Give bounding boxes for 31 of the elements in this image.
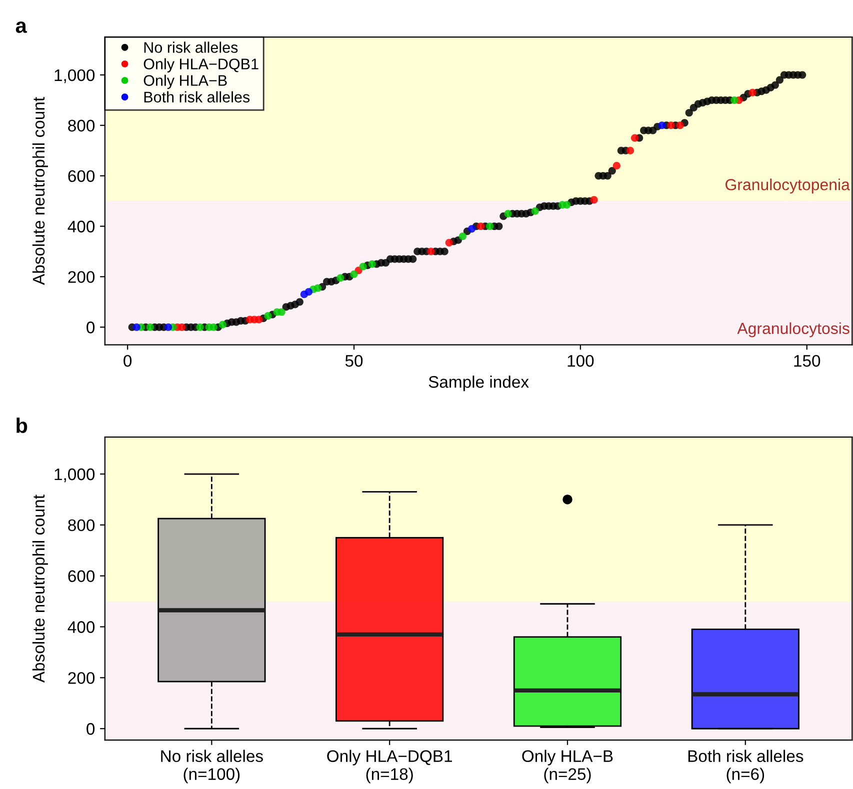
y-tick-label: 800 [68, 519, 95, 532]
x-tick-label: Only HLA−DQB1 (n=18) [327, 750, 452, 784]
y-tick-label: 0 [86, 322, 95, 334]
legend-label: Both risk alleles [144, 91, 250, 102]
y-tick-label: 200 [68, 271, 95, 283]
x-tick-label: 100 [568, 354, 594, 367]
y-tick-label: 1,000 [54, 69, 95, 84]
chart-title: b [16, 418, 28, 433]
x-tick-label: Both risk alleles (n=6) [688, 750, 804, 784]
legend-label: Only HLA−B [144, 74, 227, 89]
x-tick-label: 150 [794, 354, 820, 367]
y-tick-label: 600 [68, 570, 95, 582]
y-tick-label: 400 [68, 621, 95, 633]
y-tick-label: 400 [68, 220, 95, 232]
x-tick-label: 0 [124, 354, 132, 367]
band-label: Granulocytopenia [726, 178, 850, 194]
band-label: Agranulocytosis [737, 322, 850, 338]
legend-label: Only HLA−DQB1 [144, 58, 258, 72]
legend-label: No risk alleles [144, 42, 238, 53]
x-tick-label: Only HLA−B (n=25) [522, 750, 613, 784]
y-tick-label: 800 [68, 120, 95, 132]
y-tick-label: 600 [68, 170, 95, 182]
chart-title: a [16, 22, 27, 33]
x-axis-title: Sample index [428, 376, 529, 392]
x-tick-label: No risk alleles (n=100) [161, 750, 263, 784]
y-tick-label: 0 [86, 723, 95, 735]
y-axis-title: Absolute neutrophil count [32, 97, 48, 285]
y-tick-label: 200 [68, 672, 95, 684]
y-tick-label: 1,000 [54, 468, 95, 482]
y-axis-title: Absolute neutrophil count [32, 494, 48, 683]
x-tick-label: 50 [345, 354, 363, 367]
